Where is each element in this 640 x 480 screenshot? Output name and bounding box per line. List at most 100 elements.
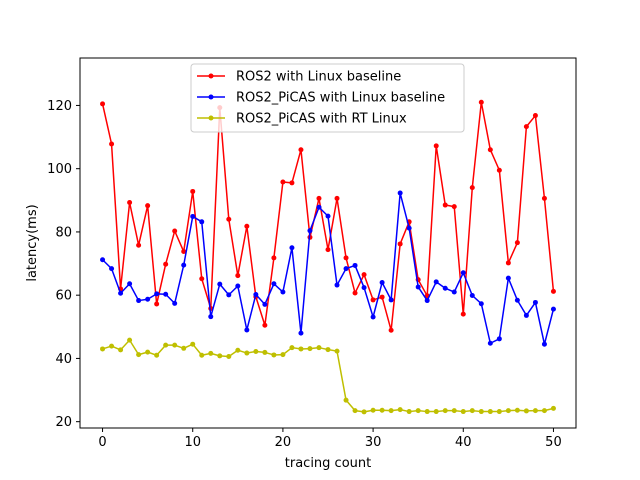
data-point (199, 352, 205, 358)
y-tick-label: 60 (55, 289, 72, 304)
data-point (505, 408, 511, 414)
data-point (289, 180, 295, 186)
data-point (442, 202, 448, 208)
data-point (289, 245, 295, 251)
data-point (109, 141, 115, 147)
data-point (118, 290, 124, 296)
data-point (460, 409, 466, 415)
data-point (226, 354, 232, 360)
data-point (379, 407, 385, 413)
x-tick-label: 10 (184, 435, 201, 450)
legend-entry-ros2-picas-rt-linux: ROS2_PiCAS with RT Linux (197, 112, 407, 127)
data-point (487, 147, 493, 153)
data-point (469, 293, 475, 298)
x-tick-label: 40 (455, 435, 472, 450)
y-tick-label: 120 (47, 99, 72, 114)
legend-marker-ros2-linux (208, 73, 214, 79)
data-point (136, 298, 142, 304)
data-point (370, 297, 376, 303)
data-point (163, 342, 169, 348)
data-point (181, 345, 187, 351)
y-axis-label: latency(ms) (25, 204, 40, 281)
data-point (352, 262, 358, 268)
data-point (442, 408, 448, 414)
data-point (136, 242, 142, 248)
data-point (514, 407, 520, 413)
data-point (433, 279, 439, 285)
data-point (190, 188, 196, 194)
data-point (145, 203, 151, 209)
data-point (154, 291, 160, 297)
data-point (451, 289, 457, 295)
data-point (217, 281, 223, 287)
data-point (469, 408, 475, 414)
data-point (505, 260, 511, 266)
data-point (109, 343, 115, 349)
data-point (478, 99, 484, 105)
data-point (334, 348, 340, 354)
data-point (424, 409, 430, 415)
data-point (460, 311, 466, 317)
data-point (388, 327, 394, 333)
data-point (487, 409, 493, 415)
data-point (244, 350, 250, 356)
data-point (352, 408, 358, 414)
data-point (478, 409, 484, 415)
data-point (163, 261, 169, 267)
series-ros2-with-linux-baseline (100, 99, 556, 333)
data-point (244, 327, 250, 333)
data-point (280, 179, 286, 185)
data-point (127, 337, 133, 343)
data-point (298, 346, 304, 352)
data-point (262, 349, 268, 355)
data-point (496, 167, 502, 173)
data-point (451, 204, 457, 210)
data-point (397, 241, 403, 247)
data-point (487, 340, 493, 346)
data-point (523, 124, 529, 130)
x-tick-label: 50 (545, 435, 562, 450)
data-point (352, 290, 358, 296)
data-point (442, 285, 448, 291)
data-point (505, 275, 511, 281)
data-point (343, 397, 349, 403)
legend-box (190, 63, 465, 133)
data-point (550, 306, 556, 312)
data-point (190, 213, 196, 219)
data-point (523, 312, 529, 318)
data-point (208, 314, 214, 320)
data-point (226, 216, 232, 222)
data-point (199, 219, 205, 225)
legend-label-ros2-picas-rt-linux: ROS2_PiCAS with RT Linux (236, 112, 407, 127)
data-point (361, 272, 367, 278)
data-point (532, 408, 538, 414)
plot-frame (79, 57, 577, 429)
data-point (235, 283, 241, 289)
data-point (361, 285, 367, 291)
data-point (307, 346, 313, 352)
data-point (109, 266, 115, 272)
y-tick-label: 80 (55, 225, 72, 240)
data-point (514, 297, 520, 303)
data-point (343, 266, 349, 272)
data-point (550, 288, 556, 294)
data-point (541, 408, 547, 414)
data-point (271, 352, 277, 358)
data-point (406, 409, 412, 415)
data-point (172, 228, 178, 234)
data-point (478, 301, 484, 307)
legend-entry-ros2-linux: ROS2 with Linux baseline (197, 70, 401, 85)
data-point (100, 257, 106, 263)
data-point (244, 223, 250, 229)
data-point (388, 408, 394, 414)
data-point (451, 408, 457, 414)
x-axis-ticks: 0 10 20 30 40 50 (98, 428, 562, 450)
x-axis-label: tracing count (285, 456, 371, 471)
data-point (172, 300, 178, 306)
data-point (217, 353, 223, 359)
data-point (127, 281, 133, 287)
data-point (280, 289, 286, 295)
data-point (262, 301, 268, 307)
data-point (415, 284, 421, 290)
